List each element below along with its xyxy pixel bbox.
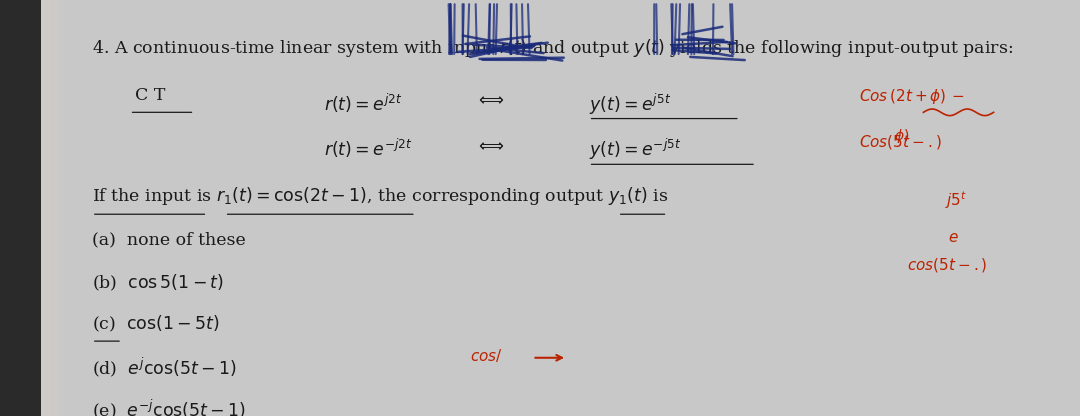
Text: If the input is $r_1(t) = \cos(2t - 1)$, the corresponding output $y_1(t)$ is: If the input is $r_1(t) = \cos(2t - 1)$,… (92, 185, 669, 207)
FancyBboxPatch shape (51, 0, 55, 416)
Text: 4. A continuous-time linear system with input $r(t)$ and output $y(t)$ yields th: 4. A continuous-time linear system with … (92, 37, 1013, 59)
Text: $\Longleftrightarrow$: $\Longleftrightarrow$ (475, 92, 504, 109)
FancyBboxPatch shape (57, 0, 62, 416)
FancyBboxPatch shape (60, 0, 65, 416)
Text: (d)  $e^{j}\cos(5t - 1)$: (d) $e^{j}\cos(5t - 1)$ (92, 356, 237, 379)
Text: $\mathit{cos/}$: $\mathit{cos/}$ (470, 347, 502, 364)
FancyBboxPatch shape (44, 0, 49, 416)
Text: C T: C T (135, 87, 165, 104)
Text: $\mathit{Cos(5t-.)}$: $\mathit{Cos(5t-.)}$ (859, 133, 942, 151)
FancyBboxPatch shape (0, 0, 41, 416)
Text: $\mathit{Cos\,(2t+\phi)\,-}$: $\mathit{Cos\,(2t+\phi)\,-}$ (859, 87, 964, 106)
FancyBboxPatch shape (54, 0, 58, 416)
Text: $\mathit{e}$: $\mathit{e}$ (948, 231, 959, 245)
Text: $\mathit{\phi)}$: $\mathit{\phi)}$ (894, 127, 909, 145)
FancyBboxPatch shape (48, 0, 52, 416)
Text: $\mathit{j5^t}$: $\mathit{j5^t}$ (945, 189, 968, 211)
Text: $\Longleftrightarrow$: $\Longleftrightarrow$ (475, 137, 504, 154)
Text: $r(t) = e^{j2t}$: $r(t) = e^{j2t}$ (324, 92, 403, 115)
FancyBboxPatch shape (41, 0, 45, 416)
Text: $y(t) = e^{-j5t}$: $y(t) = e^{-j5t}$ (589, 137, 681, 163)
Text: (b)  $\cos 5(1 - t)$: (b) $\cos 5(1 - t)$ (92, 272, 224, 293)
Text: (e)  $e^{-j}\cos(5t - 1)$: (e) $e^{-j}\cos(5t - 1)$ (92, 397, 246, 416)
Text: (c)  $\cos(1 - 5t)$: (c) $\cos(1 - 5t)$ (92, 314, 219, 334)
Text: $\mathit{cos(5t-.)}$: $\mathit{cos(5t-.)}$ (907, 256, 987, 274)
FancyBboxPatch shape (64, 0, 68, 416)
Text: $r(t) = e^{-j2t}$: $r(t) = e^{-j2t}$ (324, 137, 413, 161)
Text: $y(t) = e^{j5t}$: $y(t) = e^{j5t}$ (589, 92, 671, 117)
Text: (a)  none of these: (a) none of these (92, 231, 245, 248)
